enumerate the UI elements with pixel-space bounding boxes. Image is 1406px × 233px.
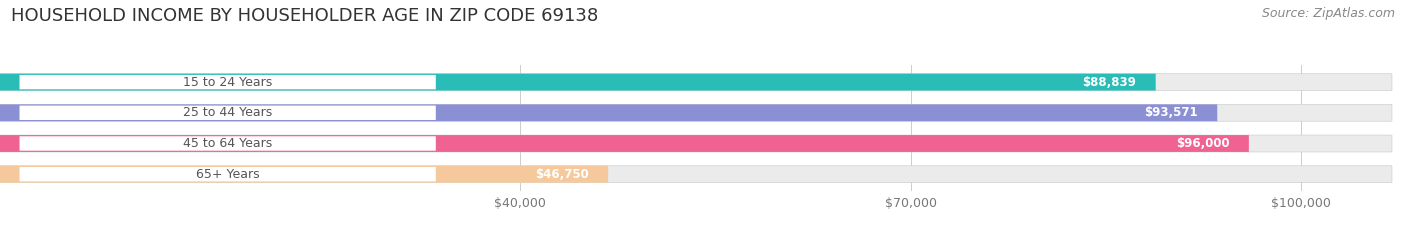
Text: $96,000: $96,000 xyxy=(1175,137,1229,150)
FancyBboxPatch shape xyxy=(0,74,1156,91)
Text: 15 to 24 Years: 15 to 24 Years xyxy=(183,76,273,89)
FancyBboxPatch shape xyxy=(0,74,1392,91)
Text: Source: ZipAtlas.com: Source: ZipAtlas.com xyxy=(1261,7,1395,20)
Text: 45 to 64 Years: 45 to 64 Years xyxy=(183,137,273,150)
FancyBboxPatch shape xyxy=(0,166,609,183)
Text: $88,839: $88,839 xyxy=(1083,76,1136,89)
FancyBboxPatch shape xyxy=(20,136,436,151)
Text: 65+ Years: 65+ Years xyxy=(195,168,260,181)
FancyBboxPatch shape xyxy=(20,167,436,182)
FancyBboxPatch shape xyxy=(20,75,436,89)
Text: 25 to 44 Years: 25 to 44 Years xyxy=(183,106,273,119)
FancyBboxPatch shape xyxy=(0,166,1392,183)
Text: $93,571: $93,571 xyxy=(1144,106,1198,119)
FancyBboxPatch shape xyxy=(0,104,1218,121)
FancyBboxPatch shape xyxy=(0,104,1392,121)
Text: HOUSEHOLD INCOME BY HOUSEHOLDER AGE IN ZIP CODE 69138: HOUSEHOLD INCOME BY HOUSEHOLDER AGE IN Z… xyxy=(11,7,599,25)
FancyBboxPatch shape xyxy=(20,106,436,120)
FancyBboxPatch shape xyxy=(0,135,1392,152)
Text: $46,750: $46,750 xyxy=(534,168,589,181)
FancyBboxPatch shape xyxy=(0,135,1249,152)
